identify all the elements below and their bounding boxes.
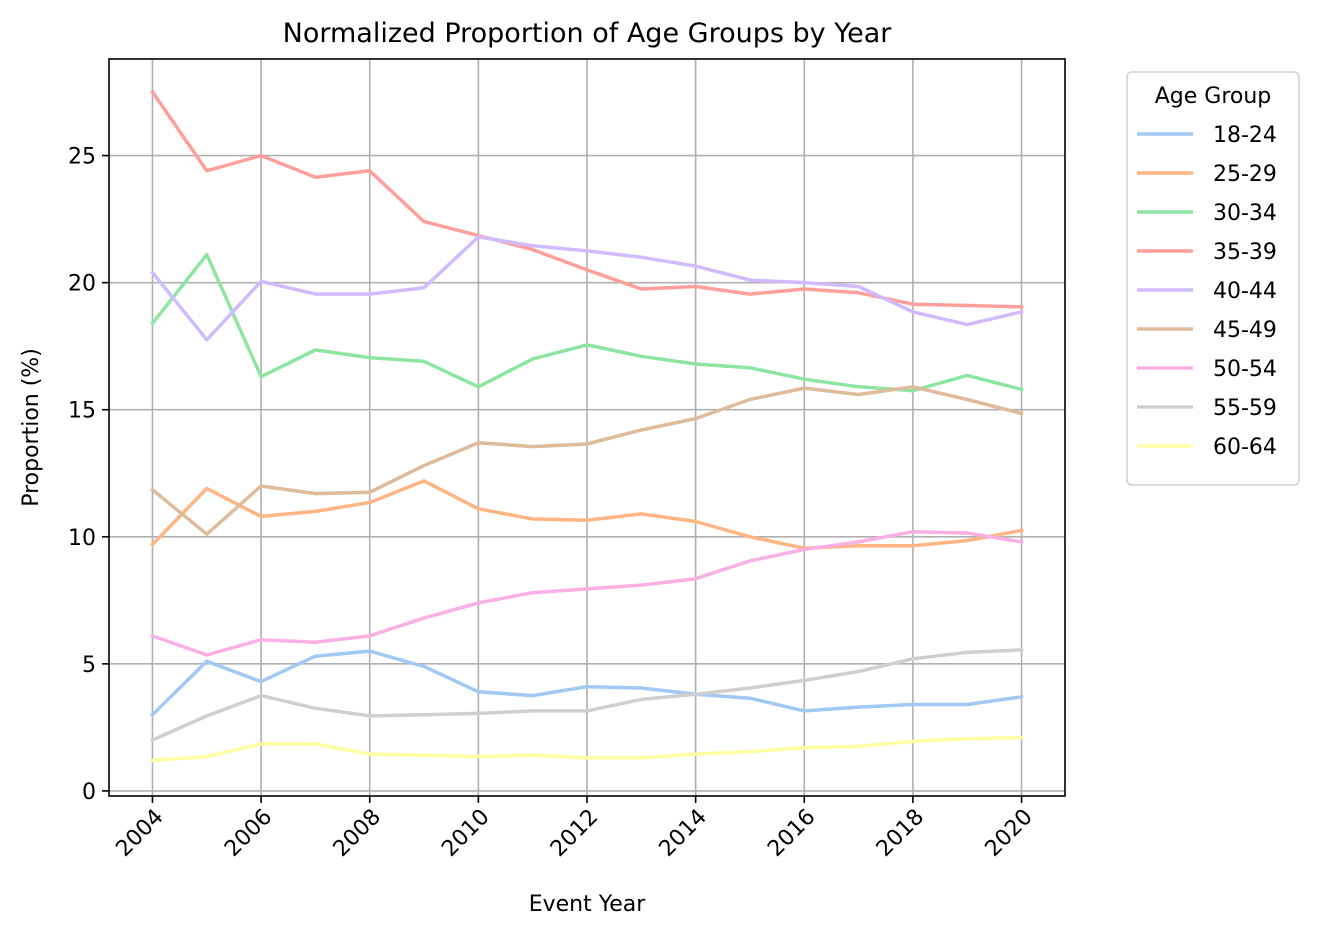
y-tick-label: 20 [68,272,96,297]
series-line-18-24 [150,649,1024,718]
chart-title: Normalized Proportion of Age Groups by Y… [283,18,893,49]
y-tick-label: 25 [68,145,96,170]
y-tick-label: 15 [68,399,96,424]
y-axis-ticks: 0 5 10 15 20 25 [68,145,109,805]
y-tick-label: 5 [82,653,96,678]
legend-label: 45-49 [1213,318,1277,343]
series-line-60-64 [150,735,1024,763]
legend-label: 18-24 [1213,123,1277,148]
legend-label: 40-44 [1213,279,1277,304]
grid-lines [109,59,1065,796]
series-line-55-59 [150,648,1024,743]
legend-label: 50-54 [1213,357,1277,382]
legend-label: 55-59 [1213,396,1277,421]
legend-label: 60-64 [1213,435,1277,460]
legend-title: Age Group [1155,84,1272,109]
series-line-45-49 [150,385,1024,536]
legend-label: 35-39 [1213,240,1277,265]
legend-label: 25-29 [1213,162,1277,187]
y-axis-title: Proportion (%) [19,348,44,507]
legend-label: 30-34 [1213,201,1277,226]
series-line-25-29 [150,479,1024,550]
series-lines [150,89,1024,763]
x-axis-title: Event Year [529,892,647,917]
series-line-30-34 [150,252,1024,393]
legend: Age Group 18-24 25-29 30-34 35-39 40-44 45-49… [1126,71,1300,486]
legend-items: 18-24 25-29 30-34 35-39 40-44 45-49 50-54 55-59… [1137,123,1277,460]
series-line-40-44 [150,235,1024,342]
legend-box [1126,71,1300,486]
y-tick-label: 0 [82,780,96,805]
series-line-50-54 [150,529,1024,657]
y-tick-label: 10 [68,526,96,551]
